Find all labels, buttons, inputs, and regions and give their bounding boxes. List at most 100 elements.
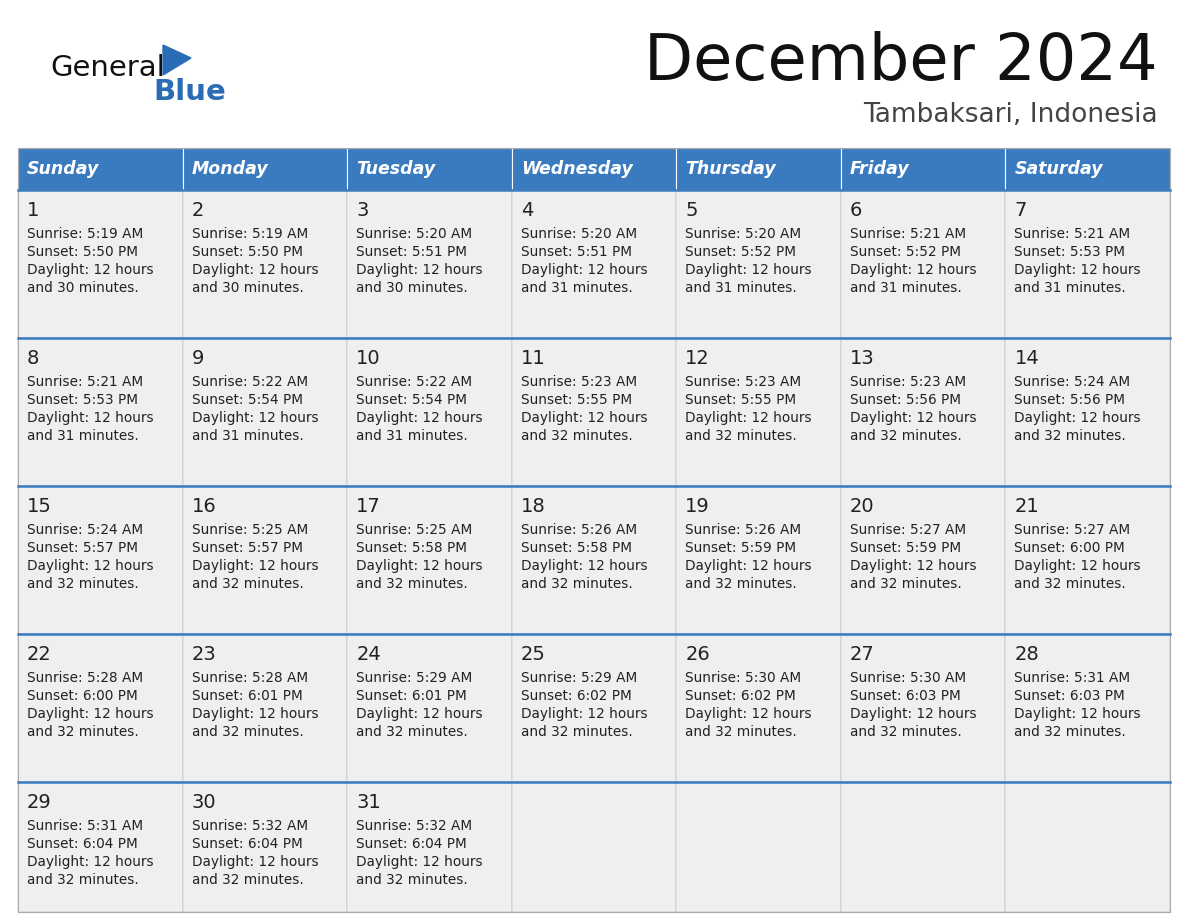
Bar	[183, 338, 347, 486]
Text: Daylight: 12 hours: Daylight: 12 hours	[356, 559, 482, 573]
Text: Sunset: 5:51 PM: Sunset: 5:51 PM	[520, 245, 632, 259]
Bar	[512, 782, 676, 912]
Bar	[18, 148, 1170, 912]
Text: Sunrise: 5:26 AM: Sunrise: 5:26 AM	[520, 523, 637, 537]
Text: Daylight: 12 hours: Daylight: 12 hours	[27, 855, 153, 869]
Text: 27: 27	[849, 644, 874, 664]
Text: Daylight: 12 hours: Daylight: 12 hours	[191, 411, 318, 425]
Text: Sunset: 5:55 PM: Sunset: 5:55 PM	[520, 393, 632, 407]
Bar	[676, 486, 841, 634]
Text: and 31 minutes.: and 31 minutes.	[1015, 281, 1126, 295]
Text: and 32 minutes.: and 32 minutes.	[520, 577, 632, 591]
Bar	[183, 148, 347, 190]
Text: Sunset: 5:54 PM: Sunset: 5:54 PM	[356, 393, 467, 407]
Text: and 31 minutes.: and 31 minutes.	[849, 281, 961, 295]
Bar	[18, 782, 183, 912]
Bar	[512, 190, 676, 338]
Text: 6: 6	[849, 200, 862, 219]
Text: 29: 29	[27, 792, 52, 812]
Text: 9: 9	[191, 349, 204, 367]
Bar	[512, 338, 676, 486]
Text: Daylight: 12 hours: Daylight: 12 hours	[27, 263, 153, 277]
Text: Sunset: 5:52 PM: Sunset: 5:52 PM	[849, 245, 961, 259]
Text: and 32 minutes.: and 32 minutes.	[356, 725, 468, 739]
Text: Wednesday: Wednesday	[520, 160, 632, 178]
Text: Sunset: 6:04 PM: Sunset: 6:04 PM	[356, 837, 467, 851]
Text: and 32 minutes.: and 32 minutes.	[191, 725, 303, 739]
Text: Sunset: 5:53 PM: Sunset: 5:53 PM	[27, 393, 138, 407]
Bar	[676, 782, 841, 912]
Text: Sunset: 5:53 PM: Sunset: 5:53 PM	[1015, 245, 1125, 259]
Bar	[676, 148, 841, 190]
Text: Daylight: 12 hours: Daylight: 12 hours	[1015, 411, 1140, 425]
Text: Sunset: 6:02 PM: Sunset: 6:02 PM	[685, 689, 796, 703]
Text: Sunset: 6:01 PM: Sunset: 6:01 PM	[356, 689, 467, 703]
Text: Daylight: 12 hours: Daylight: 12 hours	[849, 411, 977, 425]
Bar	[1005, 338, 1170, 486]
Text: Sunset: 5:59 PM: Sunset: 5:59 PM	[685, 541, 796, 555]
Text: Sunrise: 5:24 AM: Sunrise: 5:24 AM	[1015, 375, 1131, 389]
Text: and 32 minutes.: and 32 minutes.	[520, 429, 632, 443]
Text: 5: 5	[685, 200, 697, 219]
Polygon shape	[163, 45, 191, 75]
Text: Sunset: 6:00 PM: Sunset: 6:00 PM	[27, 689, 138, 703]
Text: and 32 minutes.: and 32 minutes.	[27, 725, 139, 739]
Text: Blue: Blue	[153, 78, 226, 106]
Text: and 32 minutes.: and 32 minutes.	[520, 725, 632, 739]
Text: and 32 minutes.: and 32 minutes.	[685, 429, 797, 443]
Text: Sunset: 6:02 PM: Sunset: 6:02 PM	[520, 689, 632, 703]
Text: Daylight: 12 hours: Daylight: 12 hours	[849, 707, 977, 721]
Text: Sunset: 5:50 PM: Sunset: 5:50 PM	[191, 245, 303, 259]
Text: 18: 18	[520, 497, 545, 516]
Text: Tuesday: Tuesday	[356, 160, 435, 178]
Text: Sunrise: 5:24 AM: Sunrise: 5:24 AM	[27, 523, 143, 537]
Text: and 32 minutes.: and 32 minutes.	[27, 873, 139, 887]
Bar	[18, 148, 183, 190]
Text: 21: 21	[1015, 497, 1040, 516]
Text: Sunrise: 5:22 AM: Sunrise: 5:22 AM	[356, 375, 473, 389]
Bar	[18, 486, 183, 634]
Text: and 32 minutes.: and 32 minutes.	[191, 577, 303, 591]
Text: Sunrise: 5:28 AM: Sunrise: 5:28 AM	[191, 671, 308, 685]
Text: Sunset: 6:01 PM: Sunset: 6:01 PM	[191, 689, 302, 703]
Text: Daylight: 12 hours: Daylight: 12 hours	[1015, 707, 1140, 721]
Text: Sunday: Sunday	[27, 160, 100, 178]
Bar	[18, 634, 183, 782]
Text: Sunrise: 5:27 AM: Sunrise: 5:27 AM	[1015, 523, 1131, 537]
Text: Sunrise: 5:20 AM: Sunrise: 5:20 AM	[685, 227, 802, 241]
Bar	[512, 634, 676, 782]
Bar	[676, 190, 841, 338]
Text: Sunset: 5:50 PM: Sunset: 5:50 PM	[27, 245, 138, 259]
Text: Sunset: 5:57 PM: Sunset: 5:57 PM	[27, 541, 138, 555]
Text: Daylight: 12 hours: Daylight: 12 hours	[356, 855, 482, 869]
Text: Sunrise: 5:25 AM: Sunrise: 5:25 AM	[356, 523, 473, 537]
Text: 31: 31	[356, 792, 381, 812]
Text: and 32 minutes.: and 32 minutes.	[849, 429, 961, 443]
Text: 23: 23	[191, 644, 216, 664]
Text: and 32 minutes.: and 32 minutes.	[1015, 577, 1126, 591]
Text: Sunset: 5:55 PM: Sunset: 5:55 PM	[685, 393, 796, 407]
Text: Daylight: 12 hours: Daylight: 12 hours	[849, 263, 977, 277]
Bar	[347, 338, 512, 486]
Bar	[841, 148, 1005, 190]
Text: Sunrise: 5:30 AM: Sunrise: 5:30 AM	[685, 671, 802, 685]
Text: and 31 minutes.: and 31 minutes.	[191, 429, 303, 443]
Text: and 30 minutes.: and 30 minutes.	[356, 281, 468, 295]
Text: Daylight: 12 hours: Daylight: 12 hours	[191, 707, 318, 721]
Text: Daylight: 12 hours: Daylight: 12 hours	[849, 559, 977, 573]
Bar	[183, 634, 347, 782]
Text: Sunset: 5:56 PM: Sunset: 5:56 PM	[1015, 393, 1125, 407]
Text: 19: 19	[685, 497, 710, 516]
Text: Daylight: 12 hours: Daylight: 12 hours	[191, 855, 318, 869]
Bar	[512, 486, 676, 634]
Text: Sunset: 5:57 PM: Sunset: 5:57 PM	[191, 541, 303, 555]
Text: Sunrise: 5:27 AM: Sunrise: 5:27 AM	[849, 523, 966, 537]
Text: Daylight: 12 hours: Daylight: 12 hours	[685, 411, 811, 425]
Text: and 32 minutes.: and 32 minutes.	[849, 577, 961, 591]
Text: 14: 14	[1015, 349, 1040, 367]
Text: and 31 minutes.: and 31 minutes.	[685, 281, 797, 295]
Bar	[347, 148, 512, 190]
Text: Monday: Monday	[191, 160, 268, 178]
Text: Sunset: 5:52 PM: Sunset: 5:52 PM	[685, 245, 796, 259]
Text: and 32 minutes.: and 32 minutes.	[356, 577, 468, 591]
